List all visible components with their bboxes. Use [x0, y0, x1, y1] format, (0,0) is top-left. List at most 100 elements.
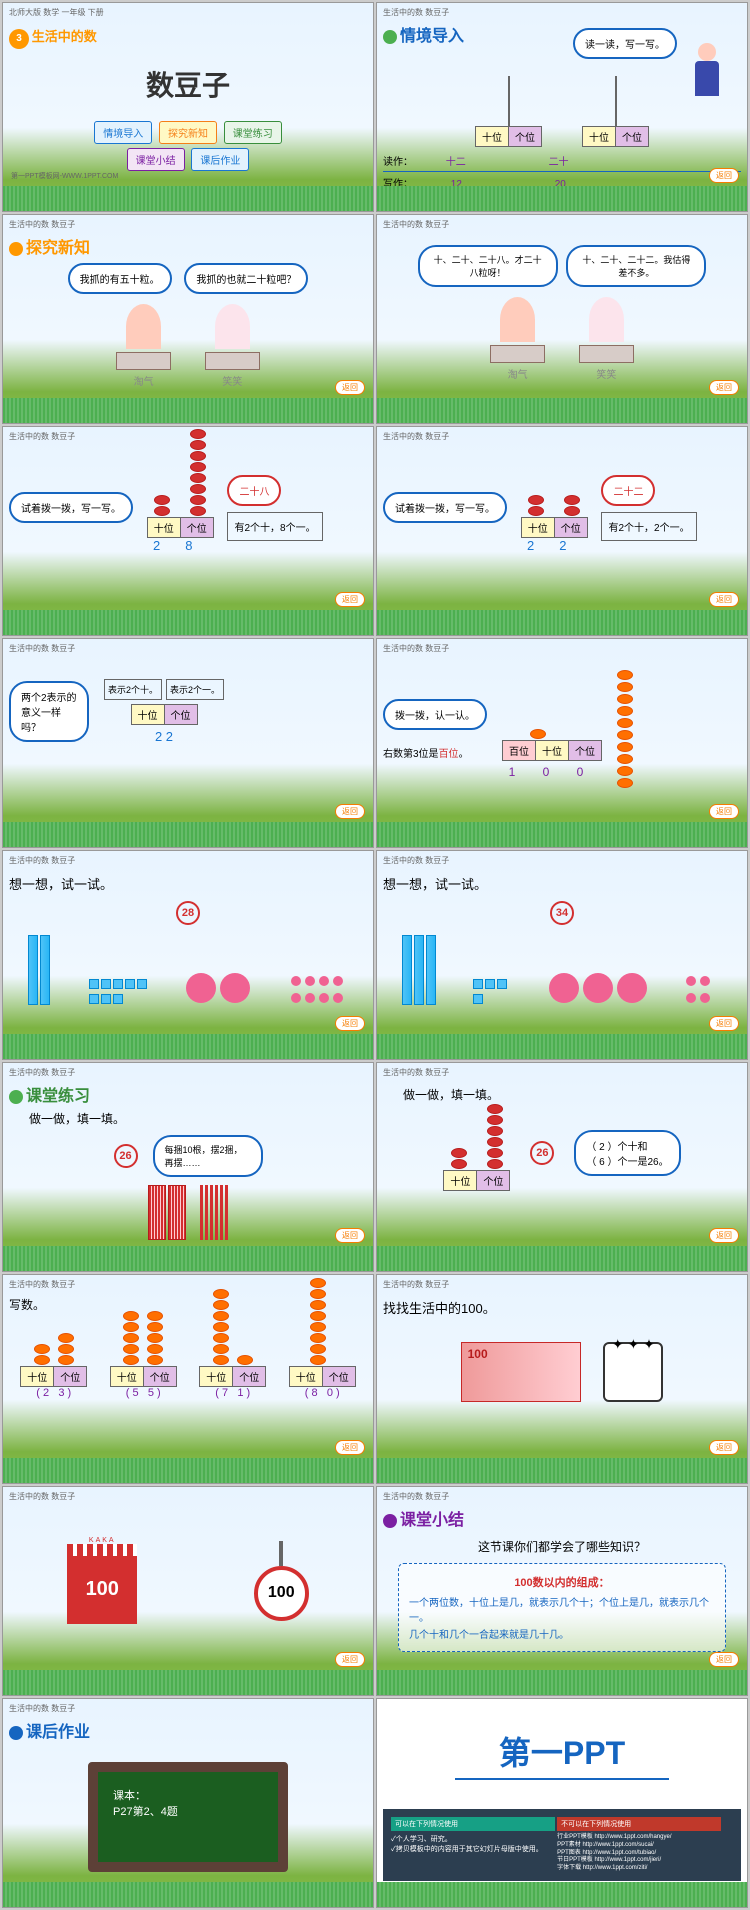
money-image: ✦ ✦ ✦	[383, 1342, 741, 1405]
abacus: 十位个位 28	[143, 462, 217, 553]
chapter-num: 3	[9, 29, 29, 49]
slide-14: 生活中的数 数豆子 找找生活中的100。 ✦ ✦ ✦ 返回	[376, 1274, 748, 1484]
character-taoqi: 淘气	[483, 297, 553, 381]
character-taoqi: 淘气	[109, 304, 179, 388]
answer-circle: 26	[114, 1144, 138, 1168]
chalkboard: 课本： P27第2、4题	[88, 1762, 288, 1872]
back-button[interactable]: 返回	[335, 1228, 365, 1243]
slide-2: 生活中的数 数豆子 情境导入 读一读，写一写。 十位个位 十位个位 读作： 十二…	[376, 2, 748, 212]
counter-1: 十位个位	[475, 76, 542, 147]
abacus-tall	[617, 669, 633, 789]
character-xiaoxiao: 笑笑	[571, 297, 641, 381]
slide-17: 生活中的数 数豆子 课后作业 课本： P27第2、4题	[2, 1698, 374, 1908]
header: 北师大版 数学 一年级 下册	[9, 7, 367, 18]
result: 二十二	[601, 475, 655, 506]
slide-1: 北师大版 数学 一年级 下册 3 生活中的数 数豆子 情境导入 探究新知 课堂练…	[2, 2, 374, 212]
section-title: 情境导入	[400, 28, 464, 45]
back-button[interactable]: 返回	[709, 168, 739, 183]
answer-circle: 34	[550, 901, 574, 925]
answer-bubble: （ 2 ）个十和 （ 6 ）个一是26。	[574, 1130, 680, 1176]
slide-6: 生活中的数 数豆子 试着拨一拨，写一写。 十位个位 22 二十二 有2个十，2个…	[376, 426, 748, 636]
header: 生活中的数 数豆子	[9, 1703, 367, 1714]
nav-btn[interactable]: 课堂小结	[127, 148, 185, 171]
header: 生活中的数 数豆子	[9, 1491, 367, 1502]
slide-7: 生活中的数 数豆子 两个2表示的意义一样吗？ 表示2个十。 表示2个一。 十位个…	[2, 638, 374, 848]
slide-15: 生活中的数 数豆子 KAKA 100 100 返回	[2, 1486, 374, 1696]
counter-2: 十位个位	[582, 76, 649, 147]
sticks	[9, 1185, 367, 1243]
back-button[interactable]: 返回	[335, 1652, 365, 1667]
back-button[interactable]: 返回	[335, 380, 365, 395]
nav-btn[interactable]: 情境导入	[94, 121, 152, 144]
nav-btn[interactable]: 课后作业	[191, 148, 249, 171]
back-button[interactable]: 返回	[335, 804, 365, 819]
header: 生活中的数 数豆子	[383, 643, 741, 654]
write-val: 12	[451, 179, 462, 190]
read-val: 二十	[549, 157, 569, 168]
header: 生活中的数 数豆子	[9, 431, 367, 442]
sub-instruction: 做一做，填一填。	[403, 1086, 741, 1103]
blocks-diagram	[383, 935, 741, 1008]
header: 生活中的数 数豆子	[383, 7, 741, 18]
bulb-icon	[383, 30, 397, 44]
read-label: 读作：	[383, 157, 413, 168]
summary-box: 100数以内的组成： 一个两位数，十位上是几，就表示几个十；个位上是几，就表示几…	[398, 1563, 726, 1652]
main-title: 数豆子	[9, 64, 367, 104]
character-xiaoxiao: 笑笑	[197, 304, 267, 388]
result: 二十八	[227, 475, 281, 506]
write-label: 写作：	[383, 179, 413, 190]
abacus-3col: 百位十位个位 1 0 0	[502, 680, 602, 779]
chapter-label: 生活中的数	[32, 29, 97, 44]
slide-18: 第一PPT 可以在下列情况使用 ✓个人学习、研究。 ✓拷贝模板中的内容用于其它幻…	[376, 1698, 748, 1908]
header: 生活中的数 数豆子	[383, 431, 741, 442]
read-val: 十二	[446, 157, 466, 168]
place-diagram: 表示2个十。 表示2个一。 十位个位 2 2	[104, 679, 224, 744]
back-button[interactable]: 返回	[709, 380, 739, 395]
speech-bubble: 我抓的有五十粒。	[68, 263, 172, 294]
back-button[interactable]: 返回	[709, 1016, 739, 1031]
header: 生活中的数 数豆子	[383, 1279, 741, 1290]
footer-info: 可以在下列情况使用 ✓个人学习、研究。 ✓拷贝模板中的内容用于其它幻灯片母版中使…	[383, 1809, 741, 1881]
instruction-bubble: 试着拨一拨，写一写。	[383, 492, 507, 523]
description: 有2个十，8个一。	[227, 512, 322, 541]
instruction-bubble: 试着拨一拨，写一写。	[9, 492, 133, 523]
abacus: 十位个位	[443, 1115, 510, 1191]
answer-circle: 26	[530, 1141, 554, 1165]
back-button[interactable]: 返回	[709, 592, 739, 607]
instruction-bubble: 拨一拨，认一认。	[383, 699, 487, 730]
back-button[interactable]: 返回	[335, 592, 365, 607]
write-val: 20	[555, 179, 566, 190]
section-title: 课堂练习	[26, 1088, 90, 1105]
back-button[interactable]: 返回	[709, 1440, 739, 1455]
slide-8: 生活中的数 数豆子 拨一拨，认一认。 右数第3位是百位。 百位十位个位 1 0 …	[376, 638, 748, 848]
back-button[interactable]: 返回	[709, 1228, 739, 1243]
abacus: 十位个位 22	[517, 462, 591, 553]
header: 生活中的数 数豆子	[9, 219, 367, 230]
slide-5: 生活中的数 数豆子 试着拨一拨，写一写。 十位个位 28 二十八 有2个十，8个…	[2, 426, 374, 636]
back-button[interactable]: 返回	[709, 804, 739, 819]
question: 这节课你们都学会了哪些知识？	[383, 1538, 741, 1555]
hint-bubble: 每捆10根，摆2捆，再摆……	[153, 1135, 263, 1177]
back-button[interactable]: 返回	[335, 1440, 365, 1455]
section-title: 课堂小结	[400, 1512, 464, 1529]
header: 生活中的数 数豆子	[383, 1491, 741, 1502]
slide-16: 生活中的数 数豆子 课堂小结 这节课你们都学会了哪些知识？ 100数以内的组成：…	[376, 1486, 748, 1696]
nav-btn[interactable]: 探究新知	[159, 121, 217, 144]
instruction: 找找生活中的100。	[383, 1298, 741, 1317]
back-button[interactable]: 返回	[335, 1016, 365, 1031]
jersey-image: KAKA 100	[67, 1537, 137, 1624]
slide-3: 生活中的数 数豆子 探究新知 我抓的有五十粒。 我抓的也就二十粒吧？ 淘气 笑笑…	[2, 214, 374, 424]
teacher-illustration	[687, 43, 727, 103]
slide-10: 生活中的数 数豆子 想一想，试一试。 34 返回	[376, 850, 748, 1060]
footer: 第一PPT模板网-WWW.1PPT.COM	[11, 171, 118, 181]
instruction: 想一想，试一试。	[383, 874, 741, 893]
header: 生活中的数 数豆子	[383, 219, 741, 230]
slide-9: 生活中的数 数豆子 想一想，试一试。 28 返回	[2, 850, 374, 1060]
slide-4: 生活中的数 数豆子 十、二十、二十八。才二十八粒呀！ 十、二十、二十二。我估得差…	[376, 214, 748, 424]
blocks-diagram	[9, 935, 367, 1008]
back-button[interactable]: 返回	[709, 1652, 739, 1667]
nav-btn[interactable]: 课堂练习	[224, 121, 282, 144]
speed-sign: 100	[254, 1541, 309, 1621]
header: 生活中的数 数豆子	[9, 855, 367, 866]
section-title: 课后作业	[26, 1724, 90, 1741]
